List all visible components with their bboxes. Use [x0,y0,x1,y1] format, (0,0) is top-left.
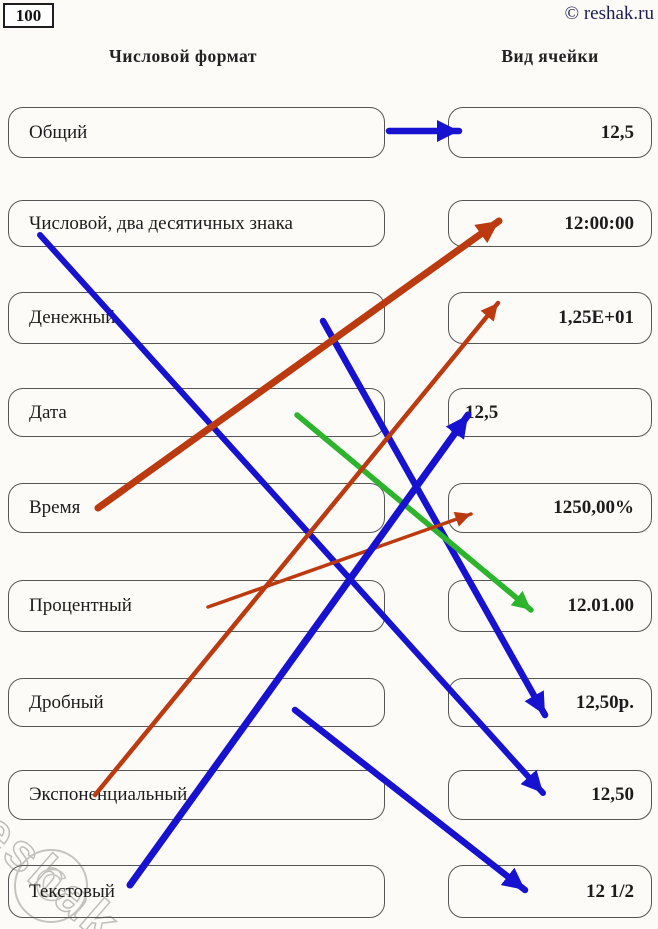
view-box-4-label: 1250,00% [553,497,634,518]
format-box-1-label: Числовой, два десятичных знака [29,212,293,234]
format-box-4: Время [8,483,385,533]
view-box-4: 1250,00% [448,483,652,533]
view-box-1: 12:00:00 [448,200,652,247]
view-box-6-label: 12,50р. [575,691,634,713]
format-box-7-label: Экспоненциальный [29,784,188,805]
format-box-4-label: Время [29,497,81,518]
match-arrow-red-4 [94,217,503,512]
match-arrow-red-5 [206,511,473,609]
format-box-7: Экспоненциальный [8,770,385,820]
format-box-1: Числовой, два десятичных знака [8,200,385,247]
format-box-0: Общий [8,107,385,158]
view-box-8-label: 12 1/2 [585,880,634,902]
view-box-0: 12,5 [448,107,652,158]
format-box-0-label: Общий [29,121,88,143]
view-box-3-label: 12,5 [465,401,499,423]
view-box-5-label: 12.01.00 [567,595,635,616]
right-column-header: Вид ячейки [501,46,599,66]
format-box-3-label: Дата [29,401,67,423]
view-box-6: 12,50р. [448,678,652,727]
match-arrow-blue-6 [291,706,529,894]
match-arrow-blue-2 [319,317,549,719]
match-arrow-blue-1 [37,232,546,796]
view-box-0-label: 12,5 [600,121,634,143]
format-box-2-label: Денежный [29,307,116,328]
left-column-header: Числовой формат [109,46,257,66]
match-arrow-red-7 [92,300,501,798]
format-box-6-label: Дробный [29,691,104,713]
view-box-2: 1,25E+01 [448,292,652,344]
view-box-1-label: 12:00:00 [564,212,634,234]
copyright-text: © reshak.ru [564,3,654,24]
view-box-5: 12.01.00 [448,580,652,632]
format-box-2: Денежный [8,292,385,344]
format-box-5: Процентный [8,580,385,632]
view-box-8: 12 1/2 [448,865,652,918]
view-box-2-label: 1,25E+01 [558,307,634,328]
format-box-6: Дробный [8,678,385,727]
view-box-7: 12,50 [448,770,652,820]
view-box-7-label: 12,50 [591,784,634,805]
watermark-copyright-circle: C [14,849,88,923]
view-box-3: 12,5 [448,388,652,437]
exercise-number-badge: 100 [3,3,54,28]
format-box-3: Дата [8,388,385,437]
match-arrow-blue-8 [126,411,472,889]
match-arrow-green-3 [294,412,534,613]
format-box-5-label: Процентный [29,595,132,616]
